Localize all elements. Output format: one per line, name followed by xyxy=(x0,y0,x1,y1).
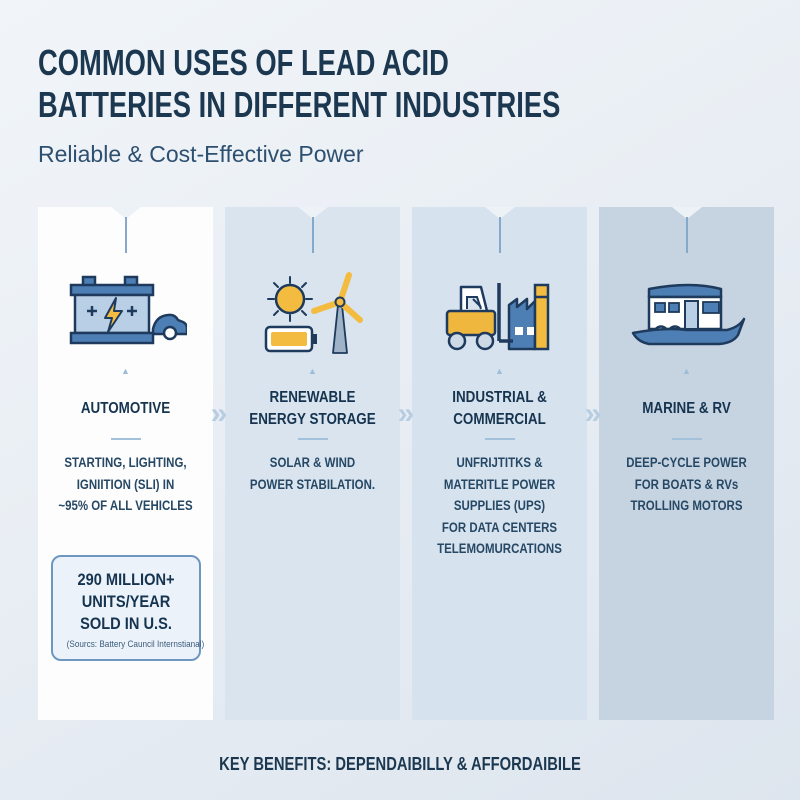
chevron-right-icon: » xyxy=(397,397,415,430)
stat-line: UNITS/YEAR xyxy=(81,592,170,612)
stat-source: (Sourcs: Battery Cauncil Internstianal) xyxy=(66,639,204,651)
forklift-factory-icon xyxy=(412,271,587,359)
key-benefits-text: KEY BENEFITS: DEPENDAIBILLY & AFFORDAIBI… xyxy=(219,754,581,774)
card-title-renewable: RENEWABLE ENERGY STORAGE xyxy=(249,389,376,428)
page-subtitle: Reliable & Cost-Effective Power xyxy=(38,140,364,167)
card-stem-line xyxy=(311,217,314,253)
card-stem-line xyxy=(685,217,688,253)
up-triangle-icon: ▲ xyxy=(495,366,504,376)
stat-line: 290 MILLION+ xyxy=(76,570,175,589)
card-description-marine-rv: DEEP-CYCLE POWER FOR BOATS & RVs TROLLIN… xyxy=(626,455,747,514)
card-divider xyxy=(297,438,328,440)
card-industrial-commercial: ▲ INDUSTRIAL & COMMERCIAL UNFRIJTITKS & … xyxy=(412,207,587,720)
car-battery-icon xyxy=(38,271,213,359)
card-stem-line xyxy=(124,217,127,253)
card-renewable-energy-storage: ▲ RENEWABLE ENERGY STORAGE SOLAR & WIND … xyxy=(225,207,400,720)
up-triangle-icon: ▲ xyxy=(308,366,317,376)
industry-cards: ▲ AUTOMOTIVE STARTING, LIGHTING, IGNIITI… xyxy=(38,207,774,720)
card-divider xyxy=(484,438,515,440)
chevron-right-icon: » xyxy=(584,397,602,430)
stat-line: SOLD IN U.S. xyxy=(79,614,172,634)
solar-wind-battery-icon xyxy=(225,271,400,359)
card-automotive: ▲ AUTOMOTIVE STARTING, LIGHTING, IGNIITI… xyxy=(38,207,213,720)
card-divider xyxy=(110,438,141,440)
up-triangle-icon: ▲ xyxy=(121,366,130,376)
card-title-automotive: AUTOMOTIVE xyxy=(80,400,171,418)
card-notch xyxy=(484,207,515,219)
card-divider xyxy=(671,438,702,440)
chevron-right-icon: » xyxy=(210,397,228,430)
card-title-marine-rv: MARINE & RV xyxy=(642,400,731,418)
card-stem-line xyxy=(498,217,501,253)
page-title-line-2: BATTERIES IN DIFFERENT INDUSTRIES xyxy=(38,84,561,126)
stat-box: 290 MILLION+ UNITS/YEAR SOLD IN U.S. (So… xyxy=(50,555,204,662)
card-title-industrial: INDUSTRIAL & COMMERCIAL xyxy=(452,389,547,428)
card-notch xyxy=(297,207,328,219)
card-description-renewable: SOLAR & WIND POWER STABILATION. xyxy=(249,455,376,492)
card-description-automotive: STARTING, LIGHTING, IGNIITION (SLI) IN ~… xyxy=(58,455,193,514)
card-description-industrial: UNFRIJTITKS & MATERITLE POWER SUPPLIES (… xyxy=(437,455,562,557)
page-title-line-1: COMMON USES OF LEAD ACID xyxy=(38,42,449,83)
up-triangle-icon: ▲ xyxy=(682,366,691,376)
footer: KEY BENEFITS: DEPENDAIBILLY & AFFORDAIBI… xyxy=(0,754,800,775)
header: COMMON USES OF LEAD ACID BATTERIES IN DI… xyxy=(38,42,738,168)
card-notch xyxy=(110,207,141,219)
card-marine-rv: ▲ MARINE & RV DEEP-CYCLE POWER FOR BOATS… xyxy=(599,207,774,720)
houseboat-icon xyxy=(599,271,774,359)
page-title: COMMON USES OF LEAD ACID BATTERIES IN DI… xyxy=(38,42,738,127)
card-notch xyxy=(671,207,702,219)
